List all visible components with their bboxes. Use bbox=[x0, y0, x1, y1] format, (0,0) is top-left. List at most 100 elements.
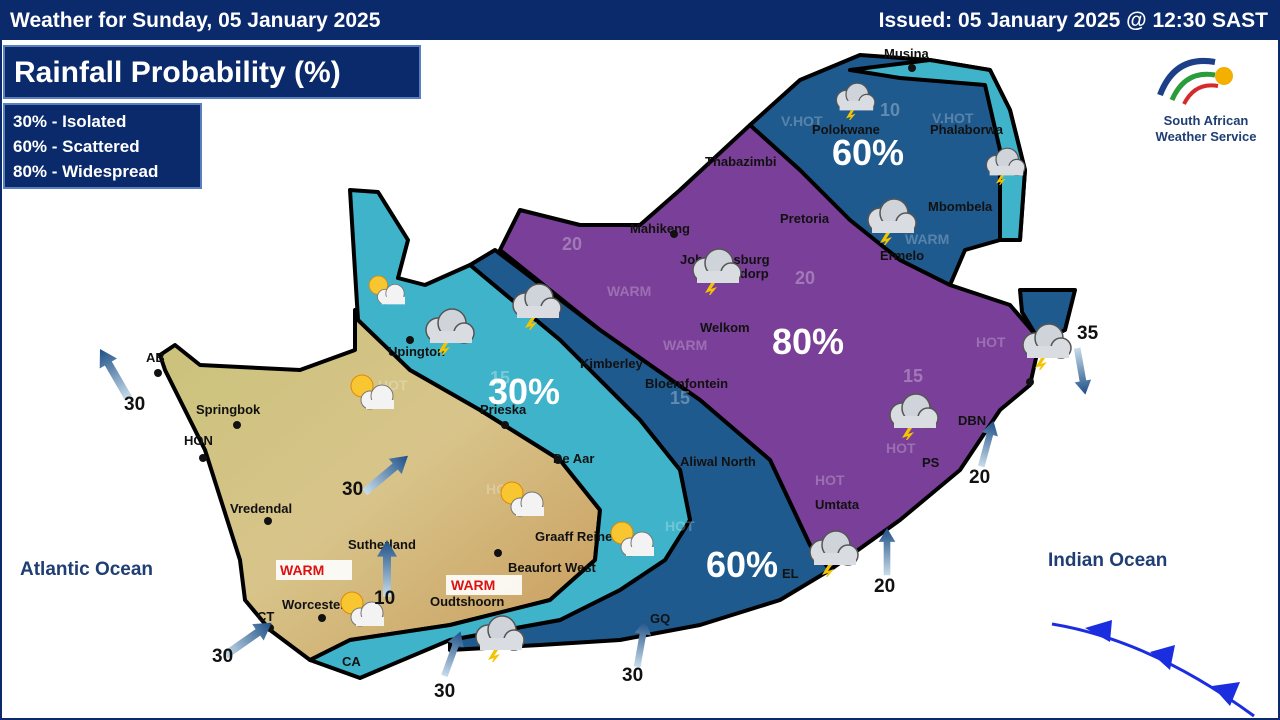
town-dot bbox=[318, 614, 326, 622]
temperature-notes: WARM WARM WARM WARM WARM HOT HOT HOT HOT… bbox=[276, 100, 1006, 595]
town: Umtata bbox=[815, 497, 860, 512]
temp-value: 10 bbox=[880, 100, 900, 120]
town: Thabazimbi bbox=[705, 154, 777, 169]
town: AB bbox=[146, 350, 165, 365]
wind-speed: 35 bbox=[1077, 323, 1099, 344]
zone-label: 30% bbox=[488, 371, 560, 412]
town: Sutherland bbox=[348, 537, 416, 552]
cold-front bbox=[1051, 620, 1255, 718]
town: Musina bbox=[884, 46, 930, 61]
zone-label: 80% bbox=[772, 321, 844, 362]
town: Upington bbox=[388, 344, 445, 359]
town: CT bbox=[257, 609, 274, 624]
town-dot bbox=[670, 230, 678, 238]
temp-label: HOT bbox=[815, 472, 845, 488]
town: Mahikeng bbox=[630, 221, 690, 236]
shape bbox=[1150, 645, 1175, 670]
shape bbox=[1212, 682, 1240, 706]
shape bbox=[848, 58, 1027, 242]
town: Aliwal North bbox=[680, 454, 756, 469]
logo-text: South African bbox=[1164, 113, 1249, 128]
temp-value: 20 bbox=[562, 234, 582, 254]
town: DBN bbox=[958, 413, 986, 428]
town: EL bbox=[782, 566, 799, 581]
town: Welkom bbox=[700, 320, 750, 335]
temp-label: V.HOT bbox=[781, 113, 823, 129]
temp-value: 20 bbox=[795, 268, 815, 288]
temp-label: WARM bbox=[607, 283, 651, 299]
town-dot bbox=[154, 369, 162, 377]
town: Polokwane bbox=[812, 122, 880, 137]
shape bbox=[1182, 83, 1219, 105]
town: PS bbox=[922, 455, 940, 470]
shape bbox=[1157, 58, 1216, 97]
town: CA bbox=[342, 654, 361, 669]
wind-speed: 30 bbox=[124, 394, 145, 415]
temp-label: HOT bbox=[886, 440, 916, 456]
town: GQ bbox=[650, 611, 670, 626]
shape bbox=[276, 560, 352, 580]
temp-label: WARM bbox=[905, 231, 949, 247]
temp-label: WARM bbox=[451, 577, 495, 593]
legend-item: 80% - Widespread bbox=[13, 162, 158, 181]
zone-label: 60% bbox=[706, 544, 778, 585]
town-dot bbox=[406, 336, 414, 344]
header-title: Weather for Sunday, 05 January 2025 bbox=[10, 9, 381, 32]
town-dot bbox=[1026, 378, 1034, 386]
town: De Aar bbox=[553, 451, 594, 466]
logo: South African Weather Service bbox=[1156, 58, 1257, 144]
town: Beaufort West bbox=[508, 560, 597, 575]
town-dot bbox=[199, 454, 207, 462]
issued: Issued: 05 January 2025 @ 12:30 SAST bbox=[879, 9, 1269, 32]
town: HON bbox=[184, 433, 213, 448]
town: Springbok bbox=[196, 402, 261, 417]
shape bbox=[1215, 67, 1233, 85]
town: Ermelo bbox=[880, 248, 924, 263]
wind-speed: 20 bbox=[874, 576, 895, 597]
header-bar bbox=[0, 0, 1280, 40]
regions bbox=[158, 53, 1077, 680]
towns: Musina Polokwane Phalaborwa Thabazimbi M… bbox=[146, 46, 1034, 669]
panel-title: Rainfall Probability (%) bbox=[14, 56, 341, 89]
temp-label: HOT bbox=[665, 518, 695, 534]
town: Worcester bbox=[282, 597, 345, 612]
wind-speed: 20 bbox=[969, 467, 990, 488]
town: Mbombela bbox=[928, 199, 993, 214]
temp-value: 15 bbox=[903, 366, 923, 386]
town-dot bbox=[908, 64, 916, 72]
town: Bloemfontein bbox=[645, 376, 728, 391]
ocean-label: Indian Ocean bbox=[1048, 550, 1167, 571]
shape bbox=[446, 575, 522, 595]
ocean-label: Atlantic Ocean bbox=[20, 559, 153, 580]
shape bbox=[1085, 620, 1112, 642]
legend-item: 60% - Scattered bbox=[13, 137, 140, 156]
temp-value: 15 bbox=[670, 388, 690, 408]
temp-value: 15 bbox=[490, 368, 510, 388]
legend-box bbox=[3, 103, 202, 189]
zone-label: 60% bbox=[832, 132, 904, 173]
town-dot bbox=[494, 549, 502, 557]
town-dot bbox=[264, 517, 272, 525]
town: Kimberley bbox=[580, 356, 644, 371]
town: Graaff Reinet bbox=[535, 529, 617, 544]
town: Prieska bbox=[480, 402, 527, 417]
town-dot bbox=[501, 421, 509, 429]
temp-label: WARM bbox=[280, 562, 324, 578]
town: Oudtshoorn bbox=[430, 594, 504, 609]
wind-arrows: 30 30 10 30 30 30 20 20 35 bbox=[91, 323, 1099, 702]
wind-speed: 30 bbox=[342, 479, 363, 500]
town: Vredendal bbox=[230, 501, 292, 516]
panel-title-box bbox=[3, 45, 421, 99]
temp-label: V.HOT bbox=[932, 110, 974, 126]
wind-speed: 30 bbox=[434, 681, 455, 702]
logo-text: Weather Service bbox=[1156, 129, 1257, 144]
wind-speed: 30 bbox=[622, 665, 643, 686]
town: Phalaborwa bbox=[930, 122, 1004, 137]
town: Pretoria bbox=[780, 211, 830, 226]
wind-speed: 30 bbox=[212, 646, 233, 667]
town-dot bbox=[554, 456, 562, 464]
wind-speed: 10 bbox=[374, 588, 395, 609]
legend-item: 30% - Isolated bbox=[13, 112, 126, 131]
temp-label: HOT bbox=[976, 334, 1006, 350]
